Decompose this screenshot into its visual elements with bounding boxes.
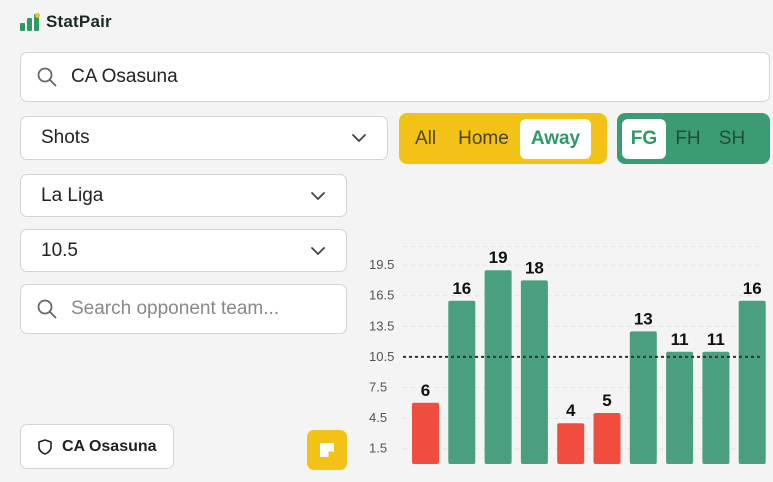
venue-option-away[interactable]: Away — [519, 118, 592, 159]
chart-bar — [520, 280, 548, 464]
venue-toggle: All Home Away — [399, 113, 607, 164]
chart-bar — [593, 413, 621, 464]
venue-option-all[interactable]: All — [415, 127, 437, 149]
shield-icon — [38, 438, 52, 455]
bar-value-label: 11 — [707, 330, 725, 349]
chart-bar — [666, 351, 694, 464]
period-option-fh[interactable]: FH — [675, 127, 701, 149]
chart-bar — [702, 351, 730, 464]
bar-value-label: 6 — [421, 381, 430, 400]
note-button[interactable] — [307, 430, 347, 470]
app-name: StatPair — [46, 12, 112, 31]
chart-bar — [738, 300, 766, 464]
bar-value-label: 13 — [634, 309, 653, 328]
chart-bar — [557, 423, 585, 464]
line-select[interactable]: 10.5 — [20, 229, 347, 272]
bar-value-label: 5 — [602, 391, 611, 410]
chevron-down-icon — [352, 134, 366, 142]
bar-value-label: 16 — [743, 279, 762, 298]
bar-value-label: 19 — [489, 248, 508, 267]
chart-bar — [629, 331, 657, 464]
opponent-search-input[interactable]: Search opponent team... — [20, 284, 347, 334]
league-select[interactable]: La Liga — [20, 174, 347, 217]
chart-bar — [412, 402, 439, 464]
venue-option-home[interactable]: Home — [458, 127, 509, 149]
y-tick-label: 1.5 — [369, 441, 387, 456]
y-tick-label: 7.5 — [369, 380, 387, 395]
bar-value-label: 18 — [525, 258, 544, 277]
stat-select[interactable]: Shots — [20, 116, 388, 160]
opponent-search-placeholder: Search opponent team... — [71, 298, 280, 319]
chevron-down-icon — [311, 191, 325, 200]
bar-value-label: 4 — [566, 401, 576, 420]
team-button[interactable]: CA Osasuna — [20, 424, 174, 469]
chart-bar — [484, 270, 512, 464]
y-tick-label: 13.5 — [369, 318, 394, 333]
chart-bar — [448, 300, 476, 464]
search-icon — [37, 299, 57, 319]
period-option-sh[interactable]: SH — [718, 127, 746, 149]
period-toggle: FG FH SH — [617, 113, 770, 164]
team-search-input[interactable]: CA Osasuna — [20, 52, 770, 102]
period-option-fg[interactable]: FG — [622, 118, 666, 159]
logo-icon — [20, 13, 40, 31]
sticky-note-icon — [320, 443, 334, 457]
shots-bar-chart: 1.5 4.5 7.5 10.5 13.5 16.5 19.5 6 16 19 18 4 5 13 11 11… — [369, 246, 766, 464]
y-tick-label: 4.5 — [369, 410, 387, 425]
y-tick-label: 16.5 — [369, 288, 394, 303]
y-tick-label: 19.5 — [369, 257, 394, 272]
league-select-value: La Liga — [41, 184, 104, 206]
bar-value-label: 16 — [452, 279, 471, 298]
app-logo: StatPair — [20, 11, 112, 33]
y-tick-label: 10.5 — [369, 349, 394, 364]
line-select-value: 10.5 — [41, 239, 78, 261]
stat-select-value: Shots — [41, 127, 90, 148]
chevron-down-icon — [311, 246, 325, 255]
team-button-label: CA Osasuna — [62, 437, 157, 455]
bar-value-label: 11 — [671, 330, 689, 349]
team-search-value: CA Osasuna — [71, 66, 178, 87]
search-icon — [37, 67, 57, 87]
